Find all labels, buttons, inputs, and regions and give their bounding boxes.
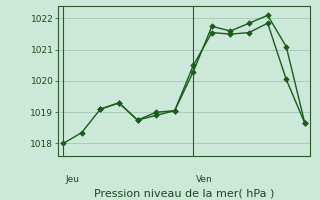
- Text: Ven: Ven: [196, 176, 213, 184]
- Text: Pression niveau de la mer( hPa ): Pression niveau de la mer( hPa ): [94, 189, 274, 199]
- Text: Jeu: Jeu: [66, 176, 80, 184]
